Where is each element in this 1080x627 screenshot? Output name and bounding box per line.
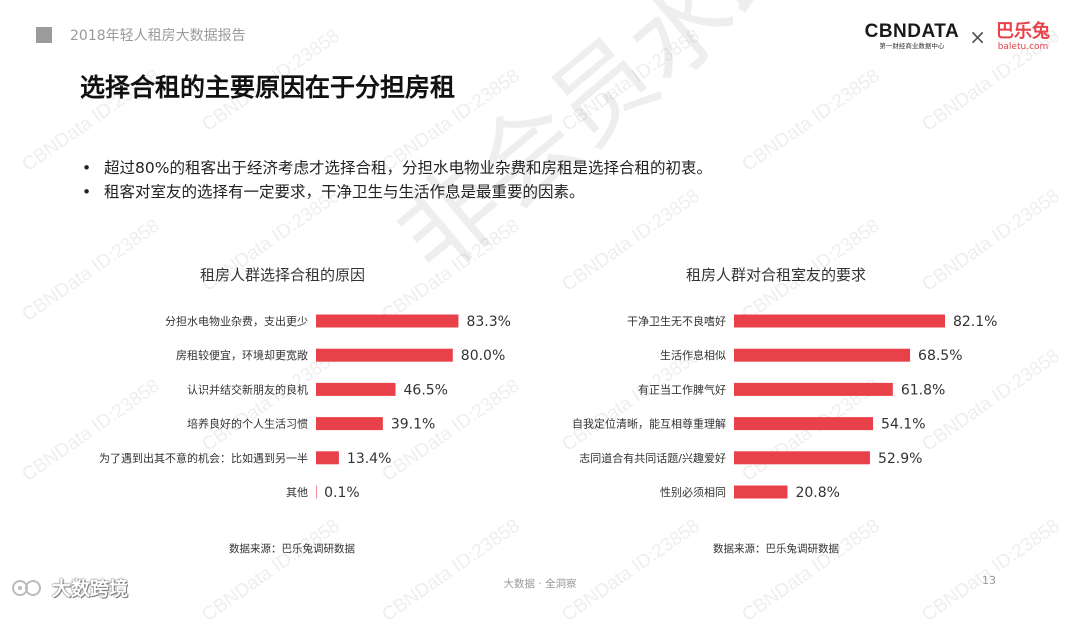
bar xyxy=(734,485,788,499)
chart-title-roommate: 租房人群对合租室友的要求 xyxy=(686,266,867,284)
category-label: 房租较便宜，环境却更宽敞 xyxy=(176,348,308,362)
category-label: 生活作息相似 xyxy=(660,348,726,362)
member-watermark-stamp: 非会员水印 xyxy=(374,0,834,298)
cbndata-logo-text: CBNDATA xyxy=(864,21,960,42)
watermark-text: CBNData ID:23858 xyxy=(918,185,1064,296)
bar xyxy=(316,348,453,362)
bar xyxy=(734,417,874,431)
bar xyxy=(316,451,339,465)
watermark-text: CBNData ID:23858 xyxy=(378,515,524,626)
baletu-logo: 巴乐兔 baletu.com xyxy=(996,21,1050,53)
value-label: 80.0% xyxy=(461,348,505,364)
bar xyxy=(734,451,870,465)
watermark-text: CBNData ID:23858 xyxy=(198,515,344,626)
chart-reasons: 分担水电物业杂费，支出更少 83.3% 房租较便宜，环境却更宽敞 80.0% 认识并结交… xyxy=(99,314,511,501)
header-square-icon xyxy=(36,27,52,43)
brand-watermark: 大数跨境 xyxy=(12,574,128,601)
watermark-text: CBNData ID:23858 xyxy=(738,65,884,176)
baletu-logo-url: baletu.com xyxy=(997,42,1049,52)
chart-source-reasons: 数据来源：巴乐兔调研数据 xyxy=(229,543,355,555)
value-label: 68.5% xyxy=(918,348,962,364)
chart-source-roommate: 数据来源：巴乐兔调研数据 xyxy=(713,543,839,555)
bar xyxy=(734,314,945,328)
baletu-logo-text: 巴乐兔 xyxy=(996,21,1050,42)
cbndata-logo-subtitle: 第一财经商业数据中心 xyxy=(879,42,945,50)
cbndata-logo: CBNDATA 第一财经商业数据中心 xyxy=(865,22,960,51)
category-label: 为了遇到出其不意的机会：比如遇到另一半 xyxy=(99,451,308,465)
value-label: 46.5% xyxy=(404,382,448,398)
page-title: 选择合租的主要原因在于分担房租 xyxy=(80,73,456,102)
bullet-item: • 超过80%的租客出于经济考虑才选择合租，分担水电物业杂费和房租是选择合租的初衷… xyxy=(82,156,712,180)
bullet-item: • 租客对室友的选择有一定要求，干净卫生与生活作息是最重要的因素。 xyxy=(82,180,712,204)
category-label: 性别必须相同 xyxy=(660,485,726,499)
category-label: 其他 xyxy=(286,486,308,499)
value-label: 13.4% xyxy=(347,451,391,467)
partner-logos: CBNDATA 第一财经商业数据中心 × 巴乐兔 baletu.com xyxy=(865,21,1050,53)
watermark-text: CBNData ID:23858 xyxy=(558,515,704,626)
value-label: 54.1% xyxy=(881,417,925,433)
brand-logo-icon xyxy=(12,579,41,596)
value-label: 20.8% xyxy=(795,485,839,501)
bullet-text: 超过80%的租客出于经济考虑才选择合租，分担水电物业杂费和房租是选择合租的初衷。 xyxy=(104,159,712,177)
watermark-text: CBNData ID:23858 xyxy=(918,515,1064,626)
chart-roommate: 干净卫生无不良嗜好 82.1% 生活作息相似 68.5% 有正当工作脾气好 61.8% 自我… xyxy=(572,314,997,501)
category-label: 培养良好的个人生活习惯 xyxy=(187,417,308,431)
bullet-mark: • xyxy=(82,159,92,177)
brand-text: 大数跨境 xyxy=(52,578,129,600)
bar xyxy=(734,348,911,362)
report-title: 2018年轻人租房大数据报告 xyxy=(70,28,246,44)
bullet-mark: • xyxy=(82,183,92,201)
footer-slogan: 大数据 · 全洞察 xyxy=(503,578,577,590)
value-label: 82.1% xyxy=(953,314,997,330)
summary-bullets: • 超过80%的租客出于经济考虑才选择合租，分担水电物业杂费和房租是选择合租的初衷… xyxy=(82,156,712,204)
value-label: 52.9% xyxy=(878,451,922,467)
category-label: 分担水电物业杂费，支出更少 xyxy=(165,314,308,328)
value-label: 61.8% xyxy=(901,382,945,398)
category-label: 志同道合有共同话题/兴趣爱好 xyxy=(579,451,726,465)
category-label: 干净卫生无不良嗜好 xyxy=(627,314,726,328)
bullet-text: 租客对室友的选择有一定要求，干净卫生与生活作息是最重要的因素。 xyxy=(104,183,585,201)
category-label: 有正当工作脾气好 xyxy=(638,382,726,396)
category-label: 自我定位清晰，能互相尊重理解 xyxy=(572,417,726,431)
bar xyxy=(316,417,383,431)
watermark-text: CBNData ID:23858 xyxy=(738,515,884,626)
category-label: 认识并结交新朋友的良机 xyxy=(187,382,308,396)
bar xyxy=(734,382,893,396)
bar xyxy=(316,382,396,396)
bar xyxy=(316,485,317,499)
logo-separator: × xyxy=(969,25,986,49)
chart-title-reasons: 租房人群选择合租的原因 xyxy=(200,266,366,284)
watermark-text: CBNData ID:23858 xyxy=(558,25,704,136)
page-number: 13 xyxy=(982,574,996,587)
value-label: 39.1% xyxy=(391,417,435,433)
value-label: 83.3% xyxy=(466,314,510,330)
bar xyxy=(316,314,459,328)
value-label: 0.1% xyxy=(324,485,360,501)
